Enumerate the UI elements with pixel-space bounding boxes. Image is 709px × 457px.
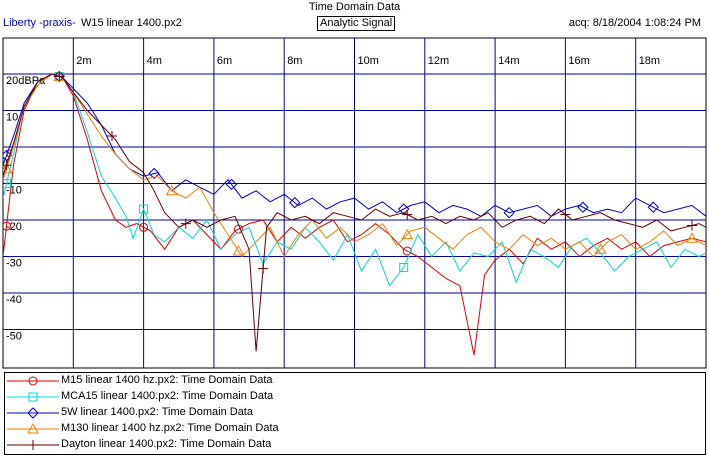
legend-symbol [7, 407, 59, 419]
file-name: W15 linear 1400.px2 [81, 17, 182, 29]
x-tick-label: 6m [217, 55, 232, 67]
data-marker [399, 262, 409, 272]
legend-label: MCA15 linear 1400.px2: Time Domain Data [61, 390, 274, 402]
legend-entry: MCA15 linear 1400.px2: Time Domain Data [5, 389, 705, 405]
legend-label: 5W linear 1400.px2: Time Domain Data [61, 406, 253, 418]
x-tick-label: 14m [498, 55, 519, 67]
data-marker [165, 184, 178, 196]
series-line [3, 73, 706, 352]
y-tick-label: -40 [6, 294, 22, 306]
data-marker [139, 204, 149, 214]
data-marker [289, 196, 301, 209]
legend-symbol [7, 422, 59, 434]
data-marker [560, 209, 571, 220]
x-tick-label: 8m [287, 55, 302, 67]
analytic-signal-button[interactable]: Analytic Signal [317, 16, 396, 31]
x-tick-label: 18m [639, 55, 660, 67]
y-tick-label: -30 [6, 258, 22, 270]
data-marker [594, 243, 607, 254]
series-4 [3, 71, 706, 352]
data-marker [3, 160, 12, 171]
legend-entry: Dayton linear 1400.px2: Time Domain Data [5, 437, 705, 453]
series-line [3, 73, 706, 258]
y-tick-label: 10 [6, 112, 18, 124]
data-marker [401, 228, 414, 240]
data-marker [686, 220, 697, 231]
app-name: Liberty -praxis- [3, 17, 76, 29]
data-marker [54, 71, 65, 82]
data-marker [3, 179, 12, 188]
legend-marker [28, 440, 38, 450]
y-tick-label: -10 [6, 185, 22, 197]
data-marker [180, 218, 191, 229]
data-marker [3, 221, 12, 231]
data-marker [258, 263, 269, 274]
x-tick-label: 12m [428, 55, 449, 67]
legend-marker [28, 376, 38, 386]
data-marker [3, 162, 13, 174]
data-marker [647, 201, 659, 213]
data-marker [686, 232, 698, 243]
legend-symbol [7, 392, 59, 402]
plot-area[interactable]: 2m 4m 6m 8m 10m 12m 14m 16m 18m20dBPa100-10-20-3… [0, 0, 709, 372]
y-tick-label: -50 [6, 331, 22, 343]
data-marker [139, 222, 149, 232]
legend: M15 linear 1400 hz.px2: Time Domain Data… [4, 372, 706, 455]
acquisition-timestamp: acq: 8/18/2004 1:08:24 PM [568, 17, 701, 29]
data-marker [402, 209, 413, 220]
legend-symbol [7, 440, 59, 450]
data-marker [503, 206, 515, 219]
series-line [3, 73, 706, 287]
legend-entry: M130 linear 1400 hz.px2: Time Domain Dat… [5, 421, 705, 437]
data-marker [148, 167, 160, 180]
chart-title: Time Domain Data [308, 1, 401, 13]
legend-marker [27, 422, 39, 434]
data-marker [232, 244, 245, 256]
legend-marker [28, 392, 38, 402]
data-marker [225, 178, 238, 191]
legend-label: Dayton linear 1400.px2: Time Domain Data [61, 438, 272, 450]
legend-label: M15 linear 1400 hz.px2: Time Domain Data [61, 374, 273, 386]
series-line [3, 73, 706, 356]
x-tick-label: 10m [358, 55, 379, 67]
data-marker [106, 131, 117, 142]
legend-entry: 5W linear 1400.px2: Time Domain Data [5, 405, 705, 421]
legend-marker [27, 407, 39, 419]
data-marker [577, 201, 589, 213]
x-tick-label: 16m [568, 55, 589, 67]
x-tick-label: 4m [147, 55, 162, 67]
y-tick-label: 0 [6, 148, 12, 160]
legend-entry: M15 linear 1400 hz.px2: Time Domain Data [5, 373, 705, 389]
x-tick-label: 2m [76, 55, 91, 67]
legend-label: M130 linear 1400 hz.px2: Time Domain Dat… [61, 422, 279, 434]
legend-symbol [7, 376, 59, 386]
y-tick-label: 20dBPa [6, 75, 46, 87]
